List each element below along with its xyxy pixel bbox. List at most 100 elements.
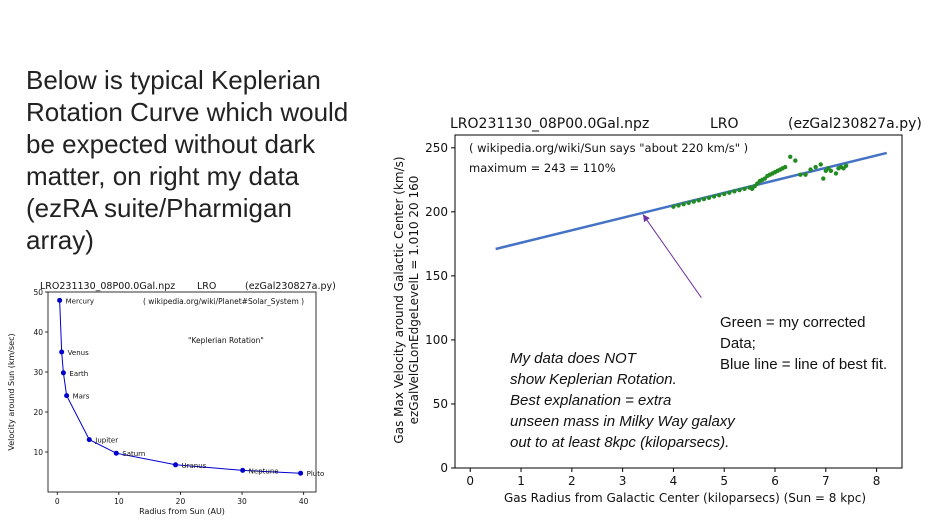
data-point <box>64 393 70 399</box>
slide-text: Below is typical Keplerian Rotation Curv… <box>26 64 396 256</box>
legend-note-line: Green = my corrected <box>720 314 866 331</box>
data-label: Saturn <box>122 450 145 458</box>
data-label: Pluto <box>307 470 325 478</box>
data-point <box>671 204 676 209</box>
data-point <box>86 437 92 443</box>
data-label: Neptune <box>249 467 279 475</box>
data-point <box>686 200 691 206</box>
conclusion-note-line: My data does NOT <box>510 350 636 367</box>
data-label: Uranus <box>182 462 207 470</box>
chart-annotation: ( wikipedia.org/wiki/Planet#Solar_System… <box>143 297 304 306</box>
y-tick-label: 100 <box>425 333 448 347</box>
chart-header-mid: LRO <box>710 116 739 132</box>
x-tick-label: 10 <box>114 497 124 506</box>
data-point <box>808 167 813 172</box>
data-point <box>57 297 63 303</box>
data-point <box>833 171 839 176</box>
data-point <box>691 199 696 204</box>
data-point <box>60 370 66 376</box>
data-marks <box>495 151 888 298</box>
slide-text-line: Below is typical Keplerian <box>26 65 321 95</box>
data-point <box>828 168 834 174</box>
legend-note-line: Blue line = line of best fit. <box>720 356 888 373</box>
x-tick-label: 3 <box>619 474 627 488</box>
y-tick-label: 40 <box>33 328 43 337</box>
data-point <box>681 201 686 207</box>
data-marks: Mercury Venus Earth Mars Jupiter Saturn Uranus… <box>57 297 324 478</box>
data-label: Jupiter <box>94 437 118 445</box>
data-point <box>813 164 818 170</box>
data-point <box>793 158 798 163</box>
axis-ticks: 0 1 2 3 4 5 6 7 8 0 50 100 150 200 250 <box>425 141 880 488</box>
data-point <box>818 162 823 167</box>
x-tick-label: 2 <box>568 474 576 488</box>
chart-annotation: maximum = 243 = 110% <box>469 161 616 175</box>
data-point <box>706 195 712 200</box>
data-point <box>696 198 702 203</box>
data-point <box>788 154 793 159</box>
axis-ticks: 0 10 20 30 40 10 20 30 40 50 <box>33 288 308 506</box>
y-tick-label: 10 <box>33 448 43 457</box>
fit-line <box>495 151 888 251</box>
data-point <box>173 462 179 468</box>
slide-text-line: (ezRA suite/Pharmigan <box>26 193 292 223</box>
x-tick-label: 7 <box>822 474 830 488</box>
x-tick-label: 30 <box>237 497 247 506</box>
chart-annotation: "Keplerian Rotation" <box>188 336 264 345</box>
chart-header-right: (ezGal230827a.py) <box>245 281 336 292</box>
x-tick-label: 5 <box>720 474 728 488</box>
chart-header-left: LRO231130_08P00.0Gal.npz <box>40 281 175 292</box>
data-label: Mercury <box>66 297 94 305</box>
data-label: Venus <box>68 349 89 357</box>
data-point <box>821 176 826 181</box>
x-axis-label: Gas Radius from Galactic Center (kilopar… <box>504 491 866 505</box>
data-point <box>240 467 246 473</box>
y-tick-label: 250 <box>425 141 448 155</box>
x-axis-label: Radius from Sun (AU) <box>139 507 225 516</box>
slide-text-line: matter, on right my data <box>26 161 300 191</box>
data-point <box>798 172 803 177</box>
y-tick-label: 150 <box>425 269 448 283</box>
x-tick-label: 0 <box>466 474 474 488</box>
y-axis-label: Gas Max Velocity around Galactic Center … <box>392 156 406 443</box>
galactic-chart-svg: LRO231130_08P00.0Gal.npz LRO (ezGal23082… <box>392 116 922 505</box>
data-point <box>732 189 737 194</box>
data-point <box>716 192 722 198</box>
arrow-head <box>642 214 650 223</box>
data-label: Mars <box>73 393 90 401</box>
chart-header-left: LRO231130_08P00.0Gal.npz <box>450 116 649 132</box>
slide-text-line: Rotation Curve which would <box>26 97 349 127</box>
data-point <box>711 194 717 199</box>
x-tick-label: 1 <box>517 474 525 488</box>
y-tick-label: 50 <box>33 288 43 297</box>
slide-text-line: be expected without dark <box>26 129 316 159</box>
series-line <box>59 300 301 474</box>
y-axis-label: Velocity around Sun (km/sec) <box>7 333 16 450</box>
conclusion-note-line: Best explanation = extra <box>510 392 672 409</box>
plot-frame <box>454 134 903 469</box>
conclusion-note-line: out to at least 8kpc (kiloparsecs). <box>510 434 730 451</box>
x-tick-label: 4 <box>670 474 678 488</box>
x-tick-label: 40 <box>299 497 309 506</box>
x-tick-label: 0 <box>55 497 60 506</box>
legend-note: Green = my corrected Data; Blue line = l… <box>720 312 887 375</box>
legend-note-line: Data; <box>720 335 756 352</box>
data-point <box>803 172 808 177</box>
data-point <box>782 164 788 170</box>
x-tick-label: 8 <box>873 474 881 488</box>
data-point <box>701 196 707 202</box>
data-point <box>298 470 304 476</box>
y-tick-label: 50 <box>433 397 448 411</box>
chart-annotation: ( wikipedia.org/wiki/Sun says "about 220… <box>469 141 748 155</box>
data-point <box>722 191 727 197</box>
y-tick-label: 30 <box>33 368 43 377</box>
data-point <box>113 450 119 456</box>
data-label: Earth <box>69 370 88 378</box>
data-point <box>742 186 747 191</box>
conclusion-note-line: unseen mass in Milky Way galaxy <box>510 413 735 430</box>
y-axis-label: ezGalVelGLonEdgeLevelL = 1.010 20 160 <box>407 176 421 425</box>
arrow-line <box>642 214 702 298</box>
conclusion-note: My data does NOT show Keplerian Rotation… <box>510 348 735 453</box>
slide-text-line: array) <box>26 225 94 255</box>
